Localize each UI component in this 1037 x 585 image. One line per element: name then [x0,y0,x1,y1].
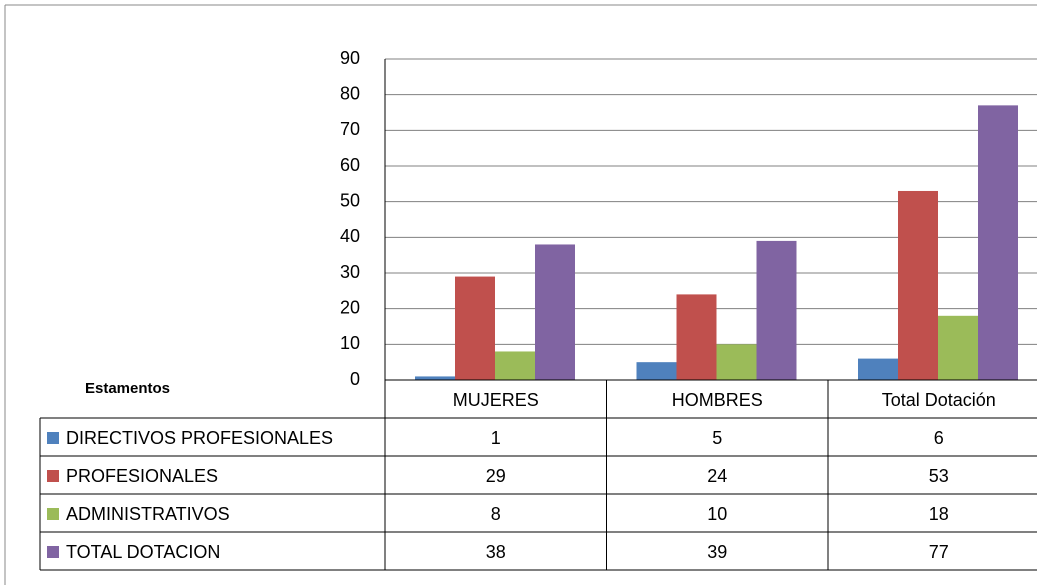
bar [716,344,757,380]
table-value: 8 [491,504,501,524]
y-tick-label: 40 [340,226,360,246]
table-value: 1 [491,428,501,448]
table-value: 38 [486,542,506,562]
table-value: 39 [707,542,727,562]
legend-label: DIRECTIVOS PROFESIONALES [66,428,333,448]
bar [858,358,898,380]
bar [676,294,717,380]
table-value: 10 [707,504,727,524]
bar [455,276,495,380]
table-value: 18 [929,504,949,524]
x-tick-label: HOMBRES [672,390,763,410]
legend-label: PROFESIONALES [66,466,218,486]
x-tick-label: Total Dotación [882,390,996,410]
table-value: 77 [929,542,949,562]
x-tick-label: MUJERES [453,390,539,410]
legend-label: ADMINISTRATIVOS [66,504,230,524]
bar [756,240,797,380]
table-header: Estamentos [85,380,170,397]
legend-key [47,546,59,558]
y-tick-label: 0 [350,369,360,389]
legend-key [47,432,59,444]
table-value: 53 [929,466,949,486]
y-tick-label: 60 [340,155,360,175]
table-value: 6 [934,428,944,448]
legend-label: TOTAL DOTACION [66,542,220,562]
table-value: 24 [707,466,727,486]
bar [415,376,455,380]
y-tick-label: 70 [340,119,360,139]
legend-key [47,470,59,482]
bar [495,351,535,380]
y-tick-label: 50 [340,190,360,210]
y-tick-label: 30 [340,262,360,282]
y-tick-label: 20 [340,297,360,317]
legend-key [47,508,59,520]
bar [636,362,677,380]
y-tick-label: 90 [340,48,360,68]
table-value: 29 [486,466,506,486]
y-tick-label: 80 [340,83,360,103]
bar [978,105,1018,380]
bar [938,315,978,380]
bar [535,244,575,380]
y-tick-label: 10 [340,333,360,353]
bar [898,190,938,380]
table-value: 5 [712,428,722,448]
